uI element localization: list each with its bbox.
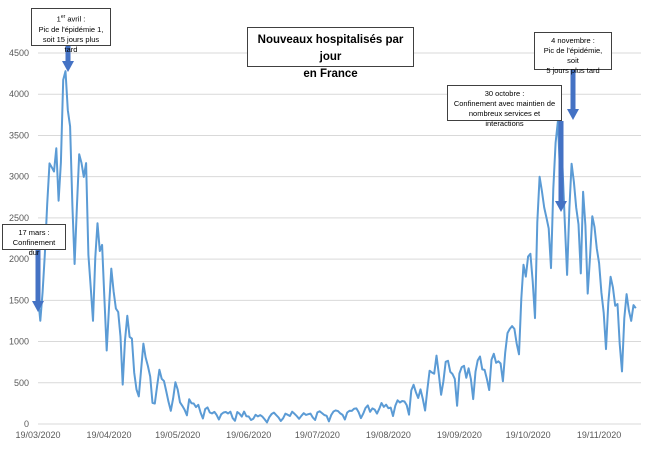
y-tick-label: 0 — [24, 419, 29, 429]
annotation-octobre-line3: nombreux services et interactions — [468, 109, 541, 128]
annotation-mars-line2: Confinement dur — [12, 238, 56, 257]
annotation-confinement-mars: 17 mars : Confinement dur — [2, 224, 66, 257]
annotation-novembre-line3: 5 jours plus tard — [546, 66, 600, 75]
x-tick-label: 19/11/2020 — [577, 430, 621, 440]
y-tick-label: 2500 — [9, 213, 29, 223]
x-tick-label: 19/09/2020 — [437, 430, 482, 440]
chart-title-line1: Nouveaux hospitalisés par jour — [257, 34, 404, 63]
annotation-avril-line2: Pic de l'épidémie 1, — [38, 24, 104, 34]
annotation-pic-novembre: 4 novembre : Pic de l'épidémie, soit 5 j… — [534, 32, 612, 75]
chart-title-line2: en France — [303, 68, 358, 80]
x-tick-label: 19/08/2020 — [366, 430, 411, 440]
annotation-avril-sup: er — [60, 14, 66, 20]
y-tick-label: 500 — [14, 378, 29, 388]
annotation-confinement-octobre: 30 octobre : Confinement avec maintien d… — [447, 85, 562, 128]
chart-title: Nouveaux hospitalisés par jour en France — [247, 27, 414, 80]
x-tick-label: 19/07/2020 — [295, 430, 340, 440]
annotation-octobre-line1: 30 octobre : — [484, 89, 525, 98]
annotation-avril-rest: avril : — [65, 14, 86, 24]
series-line — [37, 70, 637, 424]
annotation-novembre-line1: 4 novembre : — [551, 36, 595, 45]
y-tick-label: 1500 — [9, 295, 29, 305]
y-axis: 0 500 1000 1500 2000 2500 3000 3500 4000 4500 — [9, 48, 29, 429]
x-axis: 19/03/2020 19/04/2020 19/05/2020 19/06/2020… — [15, 430, 621, 440]
y-tick-label: 3000 — [9, 172, 29, 182]
y-tick-label: 4000 — [9, 89, 29, 99]
annotation-mars-line1: 17 mars : — [18, 228, 50, 237]
x-tick-label: 19/10/2020 — [506, 430, 551, 440]
annotation-novembre-line2: Pic de l'épidémie, soit — [543, 46, 603, 65]
y-tick-label: 3500 — [9, 130, 29, 140]
x-tick-label: 19/06/2020 — [226, 430, 271, 440]
annotation-avril-day: 1 — [56, 14, 61, 24]
annotation-avril-date: 1er avril : — [36, 12, 106, 25]
y-tick-label: 4500 — [9, 48, 29, 58]
arrowhead-confinement-octobre — [555, 201, 567, 212]
y-tick-label: 1000 — [9, 337, 29, 347]
arrowhead-confinement-mars — [32, 301, 44, 312]
x-tick-label: 19/04/2020 — [86, 430, 131, 440]
annotation-pic-avril: 1er avril : Pic de l'épidémie 1, soit 15… — [31, 8, 111, 54]
arrowhead-pic-novembre — [567, 109, 579, 120]
y-tick-label: 2000 — [9, 254, 29, 264]
arrowhead-pic-avril — [62, 61, 74, 72]
annotation-octobre-line2: Confinement avec maintien de — [453, 99, 556, 108]
x-tick-label: 19/03/2020 — [15, 430, 60, 440]
annotation-avril-line3: soit 15 jours plus tard — [42, 34, 100, 54]
annotation-arrows — [32, 46, 579, 312]
x-tick-label: 19/05/2020 — [155, 430, 200, 440]
